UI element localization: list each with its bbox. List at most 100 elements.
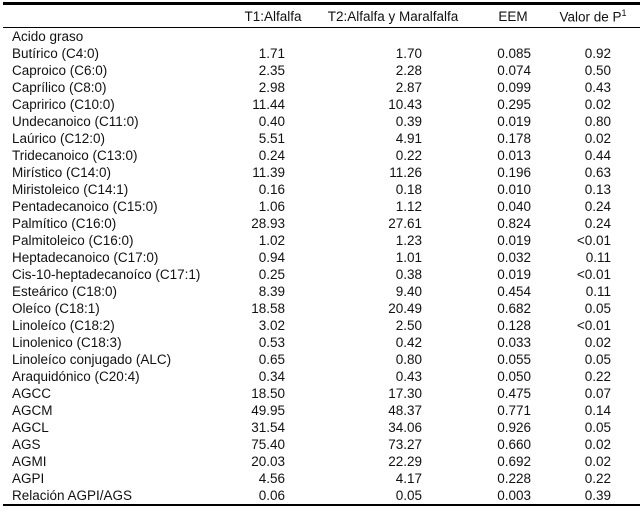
table-row: AGCL 31.54 34.06 0.926 0.05 (3, 419, 640, 436)
p-value: 0.02 (584, 335, 611, 350)
eem-value: 0.032 (497, 250, 531, 265)
table-row: Relación AGPI/AGS 0.06 0.05 0.003 0.39 (3, 487, 640, 505)
t2-value: 1.70 (395, 46, 422, 61)
t2-value: 2.87 (395, 80, 422, 95)
table-header: T1:Alfalfa T2:Alfalfa y Maralfalfa EEM V… (3, 4, 640, 28)
p-value: 0.11 (585, 250, 611, 265)
p-value: 0.05 (584, 420, 611, 435)
fatty-acid-table: T1:Alfalfa T2:Alfalfa y Maralfalfa EEM V… (3, 2, 640, 506)
t2-value: 22.29 (388, 454, 422, 469)
t2-value: 4.17 (395, 471, 422, 486)
p-value: <0.01 (576, 233, 611, 248)
t2-value: 10.43 (388, 97, 422, 112)
t1-value: 0.34 (258, 369, 285, 384)
eem-value: 0.013 (497, 148, 531, 163)
p-value: 0.13 (584, 182, 611, 197)
eem-value: 0.019 (497, 233, 531, 248)
eem-value: 0.178 (497, 131, 531, 146)
fatty-acid-label: Caprílico (C8:0) (12, 80, 107, 95)
p-value: 0.02 (584, 131, 611, 146)
fatty-acid-label: Miristoleico (C14:1) (12, 182, 129, 197)
eem-value: 0.085 (497, 46, 531, 61)
t2-value: 73.27 (388, 437, 422, 452)
t1-value: 0.53 (258, 335, 285, 350)
table-row: Tridecanoico (C13:0) 0.24 0.22 0.013 0.4… (3, 147, 640, 164)
eem-value: 0.040 (497, 199, 531, 214)
p-value: 0.63 (584, 165, 611, 180)
table-row: Pentadecanoico (C15:0) 1.06 1.12 0.040 0… (3, 198, 640, 215)
table-row: Esteárico (C18:0) 8.39 9.40 0.454 0.11 (3, 283, 640, 300)
fatty-acid-label: Palmítico (C16:0) (12, 216, 117, 231)
t1-value: 28.93 (251, 216, 285, 231)
table-row: Undecanoico (C11:0) 0.40 0.39 0.019 0.80 (3, 113, 640, 130)
eem-value: 0.660 (497, 437, 531, 452)
eem-value: 0.692 (497, 454, 531, 469)
t1-value: 0.16 (258, 182, 285, 197)
t1-value: 0.94 (258, 250, 285, 265)
eem-value: 0.196 (497, 165, 531, 180)
t1-value: 49.95 (251, 403, 285, 418)
t1-value: 11.44 (252, 97, 285, 112)
t1-value: 18.50 (251, 386, 285, 401)
t1-value: 2.98 (258, 80, 285, 95)
header-row: T1:Alfalfa T2:Alfalfa y Maralfalfa EEM V… (3, 4, 640, 28)
fatty-acid-label: AGCL (12, 420, 49, 435)
t2-value: 27.61 (388, 216, 422, 231)
table-row: AGS 75.40 73.27 0.660 0.02 (3, 436, 640, 453)
t1-value: 1.06 (258, 199, 285, 214)
table-row: AGMI 20.03 22.29 0.692 0.02 (3, 453, 640, 470)
t2-value: 0.42 (395, 335, 422, 350)
fatty-acid-label: Heptadecanoico (C17:0) (12, 250, 159, 265)
p-value: 0.43 (584, 80, 611, 95)
table-row: Linoleíco (C18:2) 3.02 2.50 0.128 <0.01 (3, 317, 640, 334)
fatty-acid-label: Palmitoleico (C16:0) (12, 233, 134, 248)
p-value: 0.05 (584, 301, 611, 316)
footnote-marker: 1 (621, 7, 627, 18)
fatty-acid-label: Oleíco (C18:1) (12, 301, 100, 316)
t2-value: 9.40 (395, 284, 422, 299)
header-t1-alfalfa: T1:Alfalfa (244, 8, 302, 24)
eem-value: 0.228 (497, 471, 531, 486)
table-row: Heptadecanoico (C17:0) 0.94 1.01 0.032 0… (3, 249, 640, 266)
table-row: AGCM 49.95 48.37 0.771 0.14 (3, 402, 640, 419)
table-row: AGCC 18.50 17.30 0.475 0.07 (3, 385, 640, 402)
table-row: Caproico (C6:0) 2.35 2.28 0.074 0.50 (3, 62, 640, 79)
t2-value: 0.39 (395, 114, 422, 129)
fatty-acid-label: Caproico (C6:0) (12, 63, 108, 78)
table-row: Araquidónico (C20:4) 0.34 0.43 0.050 0.2… (3, 368, 640, 385)
p-value: 0.02 (584, 437, 611, 452)
t2-value: 34.06 (388, 420, 422, 435)
header-valor-p: Valor de P1 (558, 4, 640, 28)
fatty-acid-label: Butírico (C4:0) (12, 46, 100, 61)
p-value: 0.22 (584, 369, 611, 384)
eem-value: 0.771 (497, 403, 531, 418)
t1-value: 11.39 (252, 165, 285, 180)
p-value: 0.44 (584, 148, 611, 163)
t2-value: 17.30 (388, 386, 422, 401)
fatty-acid-label: AGCC (12, 386, 52, 401)
fatty-acid-label: Tridecanoico (C13:0) (12, 148, 138, 163)
header-eem: EEM (498, 8, 528, 24)
table-body: Acido graso Butírico (C4:0) 1.71 1.70 0.… (3, 28, 640, 506)
t1-value: 0.65 (258, 352, 285, 367)
t2-value: 1.12 (395, 199, 422, 214)
fatty-acid-label: Linoleíco (C18:2) (12, 318, 115, 333)
t1-value: 20.03 (251, 454, 285, 469)
fatty-acid-label: Laúrico (C12:0) (12, 131, 106, 146)
t2-value: 2.50 (395, 318, 422, 333)
header-empty (3, 4, 228, 28)
p-value: 0.02 (584, 97, 611, 112)
eem-value: 0.019 (497, 114, 531, 129)
p-value: 0.07 (584, 386, 611, 401)
fatty-acid-label: Linolenico (C18:3) (12, 335, 122, 350)
p-value: 0.39 (584, 488, 611, 503)
table-row: Oleíco (C18:1) 18.58 20.49 0.682 0.05 (3, 300, 640, 317)
t1-value: 18.58 (251, 301, 285, 316)
p-value: 0.92 (584, 46, 611, 61)
p-value: 0.14 (584, 403, 611, 418)
fatty-acid-label: Capririco (C10:0) (12, 97, 115, 112)
p-value: 0.24 (584, 216, 611, 231)
t1-value: 75.40 (251, 437, 285, 452)
eem-value: 0.475 (497, 386, 531, 401)
eem-value: 0.824 (497, 216, 531, 231)
